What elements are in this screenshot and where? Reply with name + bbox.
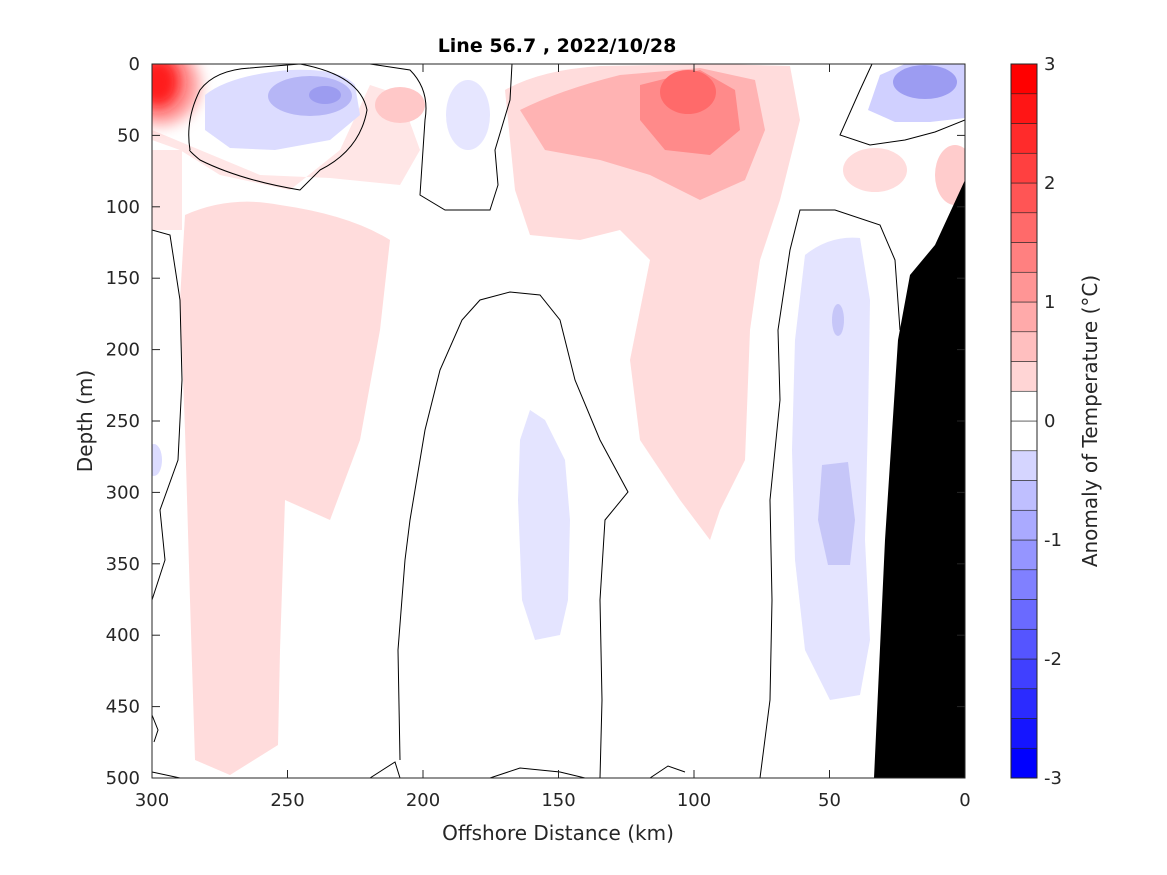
colorbar-label: Anomaly of Temperature (°C) <box>1078 275 1102 567</box>
x-tick-label: 100 <box>677 790 711 811</box>
y-tick-label: 200 <box>106 340 140 361</box>
cool-region-east-column-core <box>818 462 855 565</box>
bathymetry <box>874 180 965 778</box>
cool-region-small-upper <box>446 80 490 150</box>
colorbar-band <box>1010 242 1038 273</box>
y-tick-label: 50 <box>117 125 140 146</box>
cool-region-west-edge <box>152 444 162 476</box>
colorbar-band <box>1010 718 1038 749</box>
y-axis-ticks: 0 50 100 150 200 250 300 350 400 450 500 <box>106 54 965 789</box>
y-axis-label: Depth (m) <box>73 370 97 472</box>
colorbar-band <box>1010 420 1038 452</box>
y-tick-label: 350 <box>106 554 140 575</box>
warm-region-corner-max <box>152 64 180 108</box>
colorbar-tick-label: 0 <box>1044 411 1055 432</box>
zero-contour-nearshore <box>839 64 965 146</box>
warm-region-far-west <box>152 150 182 230</box>
cool-region-nearshore-core <box>893 65 957 99</box>
colorbar-ticks: 3 2 1 0 -1 -2 -3 <box>1044 54 1062 789</box>
cool-region-west-eddy-max <box>309 86 341 104</box>
warm-blob-slope <box>935 145 965 205</box>
colorbar-band <box>1010 390 1038 422</box>
zero-contours <box>152 64 965 778</box>
cool-region-east-upper-core <box>832 304 844 336</box>
colorbar-band <box>1010 361 1038 392</box>
colorbar-band <box>1010 182 1038 214</box>
colorbar-band <box>1010 152 1038 184</box>
cool-region-central-column <box>518 410 570 640</box>
zero-contour-bottom-dome <box>489 767 586 778</box>
y-tick-label: 0 <box>129 54 140 75</box>
zero-contour-central-dome <box>397 291 629 778</box>
zero-contour-west-lower <box>152 714 159 743</box>
y-tick-label: 150 <box>106 268 140 289</box>
colorbar-band <box>1010 658 1038 690</box>
x-tick-label: 50 <box>818 790 841 811</box>
colorbar-band <box>1010 123 1038 154</box>
y-tick-label: 300 <box>106 482 140 503</box>
colorbar-frame <box>1010 63 1038 779</box>
colorbar-band <box>1010 599 1038 630</box>
colorbar-band <box>1010 628 1038 660</box>
colorbar-band <box>1010 212 1038 243</box>
x-tick-label: 200 <box>406 790 440 811</box>
x-tick-label: 0 <box>959 790 970 811</box>
warm-region-upper-band <box>152 85 420 190</box>
colorbar: 3 2 1 0 -1 -2 -3 Anomaly of Temperature (°C) <box>1010 54 1102 789</box>
x-tick-label: 150 <box>541 790 575 811</box>
colorbar-band <box>1010 539 1038 571</box>
chart-title: Line 56.7 , 2022/10/28 <box>438 35 677 57</box>
zero-contour-east-column <box>759 209 901 778</box>
colorbar-tick-label: 2 <box>1044 173 1055 194</box>
plot-area: 300 250 200 150 100 50 0 050100150200250300350… <box>106 54 971 811</box>
anomaly-field <box>152 64 965 778</box>
y-tick-label: 100 <box>106 197 140 218</box>
colorbar-bands <box>1010 63 1038 779</box>
zero-contour-bottom-small <box>649 765 686 778</box>
x-tick-label: 300 <box>135 790 169 811</box>
y-tick-label: 250 <box>106 411 140 432</box>
x-axis-label: Offshore Distance (km) <box>442 821 674 845</box>
colorbar-tick-label: -1 <box>1044 530 1062 551</box>
y-tick-label: 500 <box>106 768 140 789</box>
zero-contour-bottom-left <box>152 771 181 778</box>
warm-blob-west <box>375 87 425 123</box>
colorbar-tick-label: 3 <box>1044 54 1055 75</box>
colorbar-band <box>1010 509 1038 541</box>
y-tick-label: 450 <box>106 697 140 718</box>
colorbar-tick-label: 1 <box>1044 292 1055 313</box>
colorbar-band <box>1010 450 1038 481</box>
x-axis-ticks: 300 250 200 150 100 50 0 <box>135 64 971 811</box>
colorbar-tick-label: -3 <box>1044 768 1062 789</box>
zero-contour-west-edge <box>152 229 183 601</box>
colorbar-band <box>1010 569 1038 600</box>
zero-contour-west-eddy <box>188 64 368 191</box>
colorbar-band <box>1010 747 1038 779</box>
colorbar-band <box>1010 63 1038 95</box>
warm-region-central-max <box>660 70 716 114</box>
colorbar-band <box>1010 331 1038 362</box>
y-tick-label: 400 <box>106 625 140 646</box>
colorbar-band <box>1010 480 1038 511</box>
zero-contour-bottom-mid <box>369 761 401 778</box>
colorbar-band <box>1010 93 1038 124</box>
colorbar-band <box>1010 271 1038 303</box>
x-tick-label: 250 <box>270 790 304 811</box>
warm-region-west-column <box>180 201 390 775</box>
colorbar-band <box>1010 688 1038 719</box>
colorbar-tick-label: -2 <box>1044 649 1062 670</box>
colorbar-band <box>1010 301 1038 333</box>
warm-blob-near-shore <box>843 148 907 192</box>
zero-contour-upper-mid <box>369 64 513 211</box>
